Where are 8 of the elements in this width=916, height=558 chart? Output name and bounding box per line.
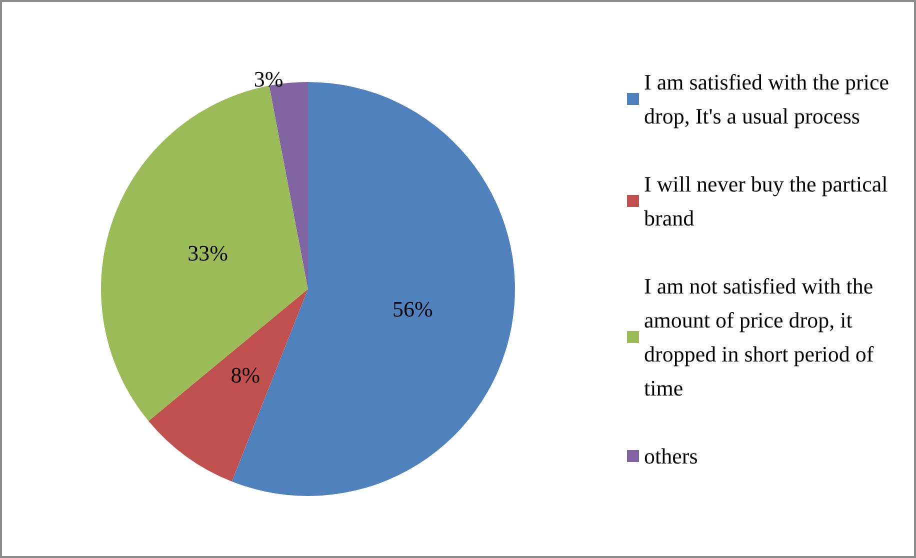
data-label: 8% xyxy=(230,362,260,388)
data-label: 33% xyxy=(188,240,228,266)
legend-label: I will never buy the partical brand xyxy=(644,172,894,230)
data-label: 56% xyxy=(392,296,433,322)
legend-label: I am not satisfied with the amount of price drop, it dropped in short period of time xyxy=(644,274,880,400)
data-label: 3% xyxy=(254,66,284,92)
legend-label: others xyxy=(644,444,698,468)
legend-label: I am satisfied with the price drop, It's a usual process xyxy=(644,70,894,128)
